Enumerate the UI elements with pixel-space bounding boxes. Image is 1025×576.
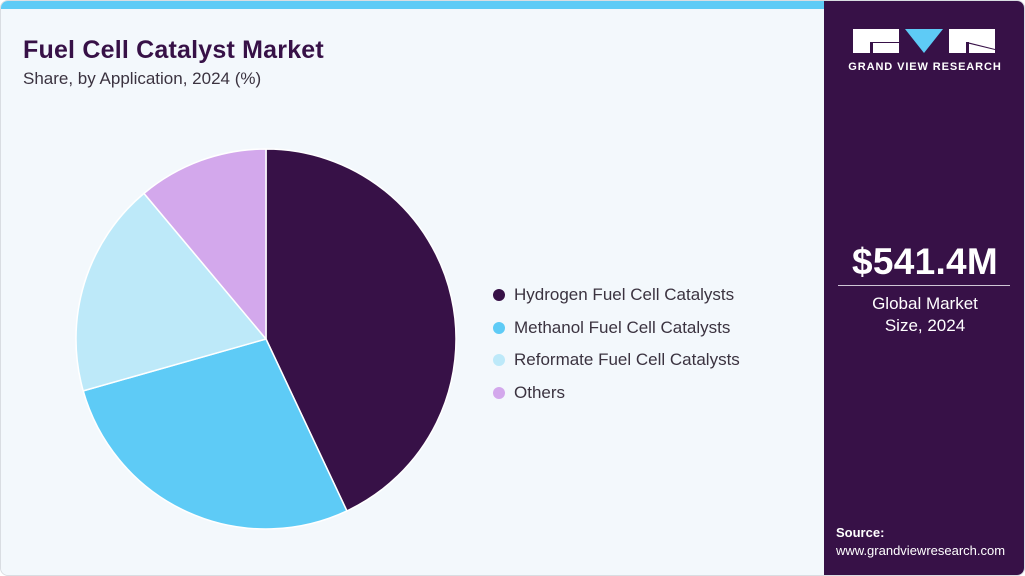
divider bbox=[838, 285, 1010, 286]
pie-slice-methanol-fuel-cell-catalysts bbox=[82, 338, 348, 530]
brand-name: GRAND VIEW RESEARCH bbox=[848, 61, 1002, 73]
legend-swatch-icon bbox=[493, 386, 505, 399]
legend-item: Methanol Fuel Cell Catalysts bbox=[493, 312, 740, 345]
pie-slice-reformate-fuel-cell-catalysts bbox=[75, 192, 267, 392]
legend-swatch-icon bbox=[493, 321, 505, 334]
pie-chart bbox=[75, 148, 457, 530]
pie-slice-others bbox=[143, 148, 267, 340]
chart-panel: Fuel Cell Catalyst Market Share, by Appl… bbox=[1, 9, 824, 575]
legend-label: Hydrogen Fuel Cell Catalysts bbox=[514, 285, 735, 305]
gvr-logo-icon bbox=[853, 29, 995, 53]
market-size-label: Global Market Size, 2024 bbox=[872, 294, 978, 335]
market-size-value: $541.4M bbox=[851, 241, 999, 282]
source-link[interactable]: www.grandviewresearch.com bbox=[836, 543, 1006, 558]
chart-legend: Hydrogen Fuel Cell Catalysts Methanol Fu… bbox=[493, 279, 740, 409]
chart-subtitle: Share, by Application, 2024 (%) bbox=[23, 69, 262, 88]
legend-swatch-icon bbox=[493, 354, 505, 367]
legend-label: Others bbox=[514, 382, 566, 402]
chart-title: Fuel Cell Catalyst Market bbox=[23, 36, 324, 64]
legend-label: Methanol Fuel Cell Catalysts bbox=[514, 317, 731, 337]
legend-swatch-icon bbox=[493, 289, 505, 302]
legend-label: Reformate Fuel Cell Catalysts bbox=[514, 350, 740, 370]
legend-item: Others bbox=[493, 377, 740, 410]
accent-bar bbox=[1, 1, 824, 9]
legend-item: Reformate Fuel Cell Catalysts bbox=[493, 344, 740, 377]
sidebar: GRAND VIEW RESEARCH $541.4M Global Marke… bbox=[824, 1, 1024, 575]
legend-item: Hydrogen Fuel Cell Catalysts bbox=[493, 279, 740, 312]
pie-slice-hydrogen-fuel-cell-catalysts bbox=[265, 148, 457, 512]
source-label: Source: bbox=[836, 525, 885, 540]
